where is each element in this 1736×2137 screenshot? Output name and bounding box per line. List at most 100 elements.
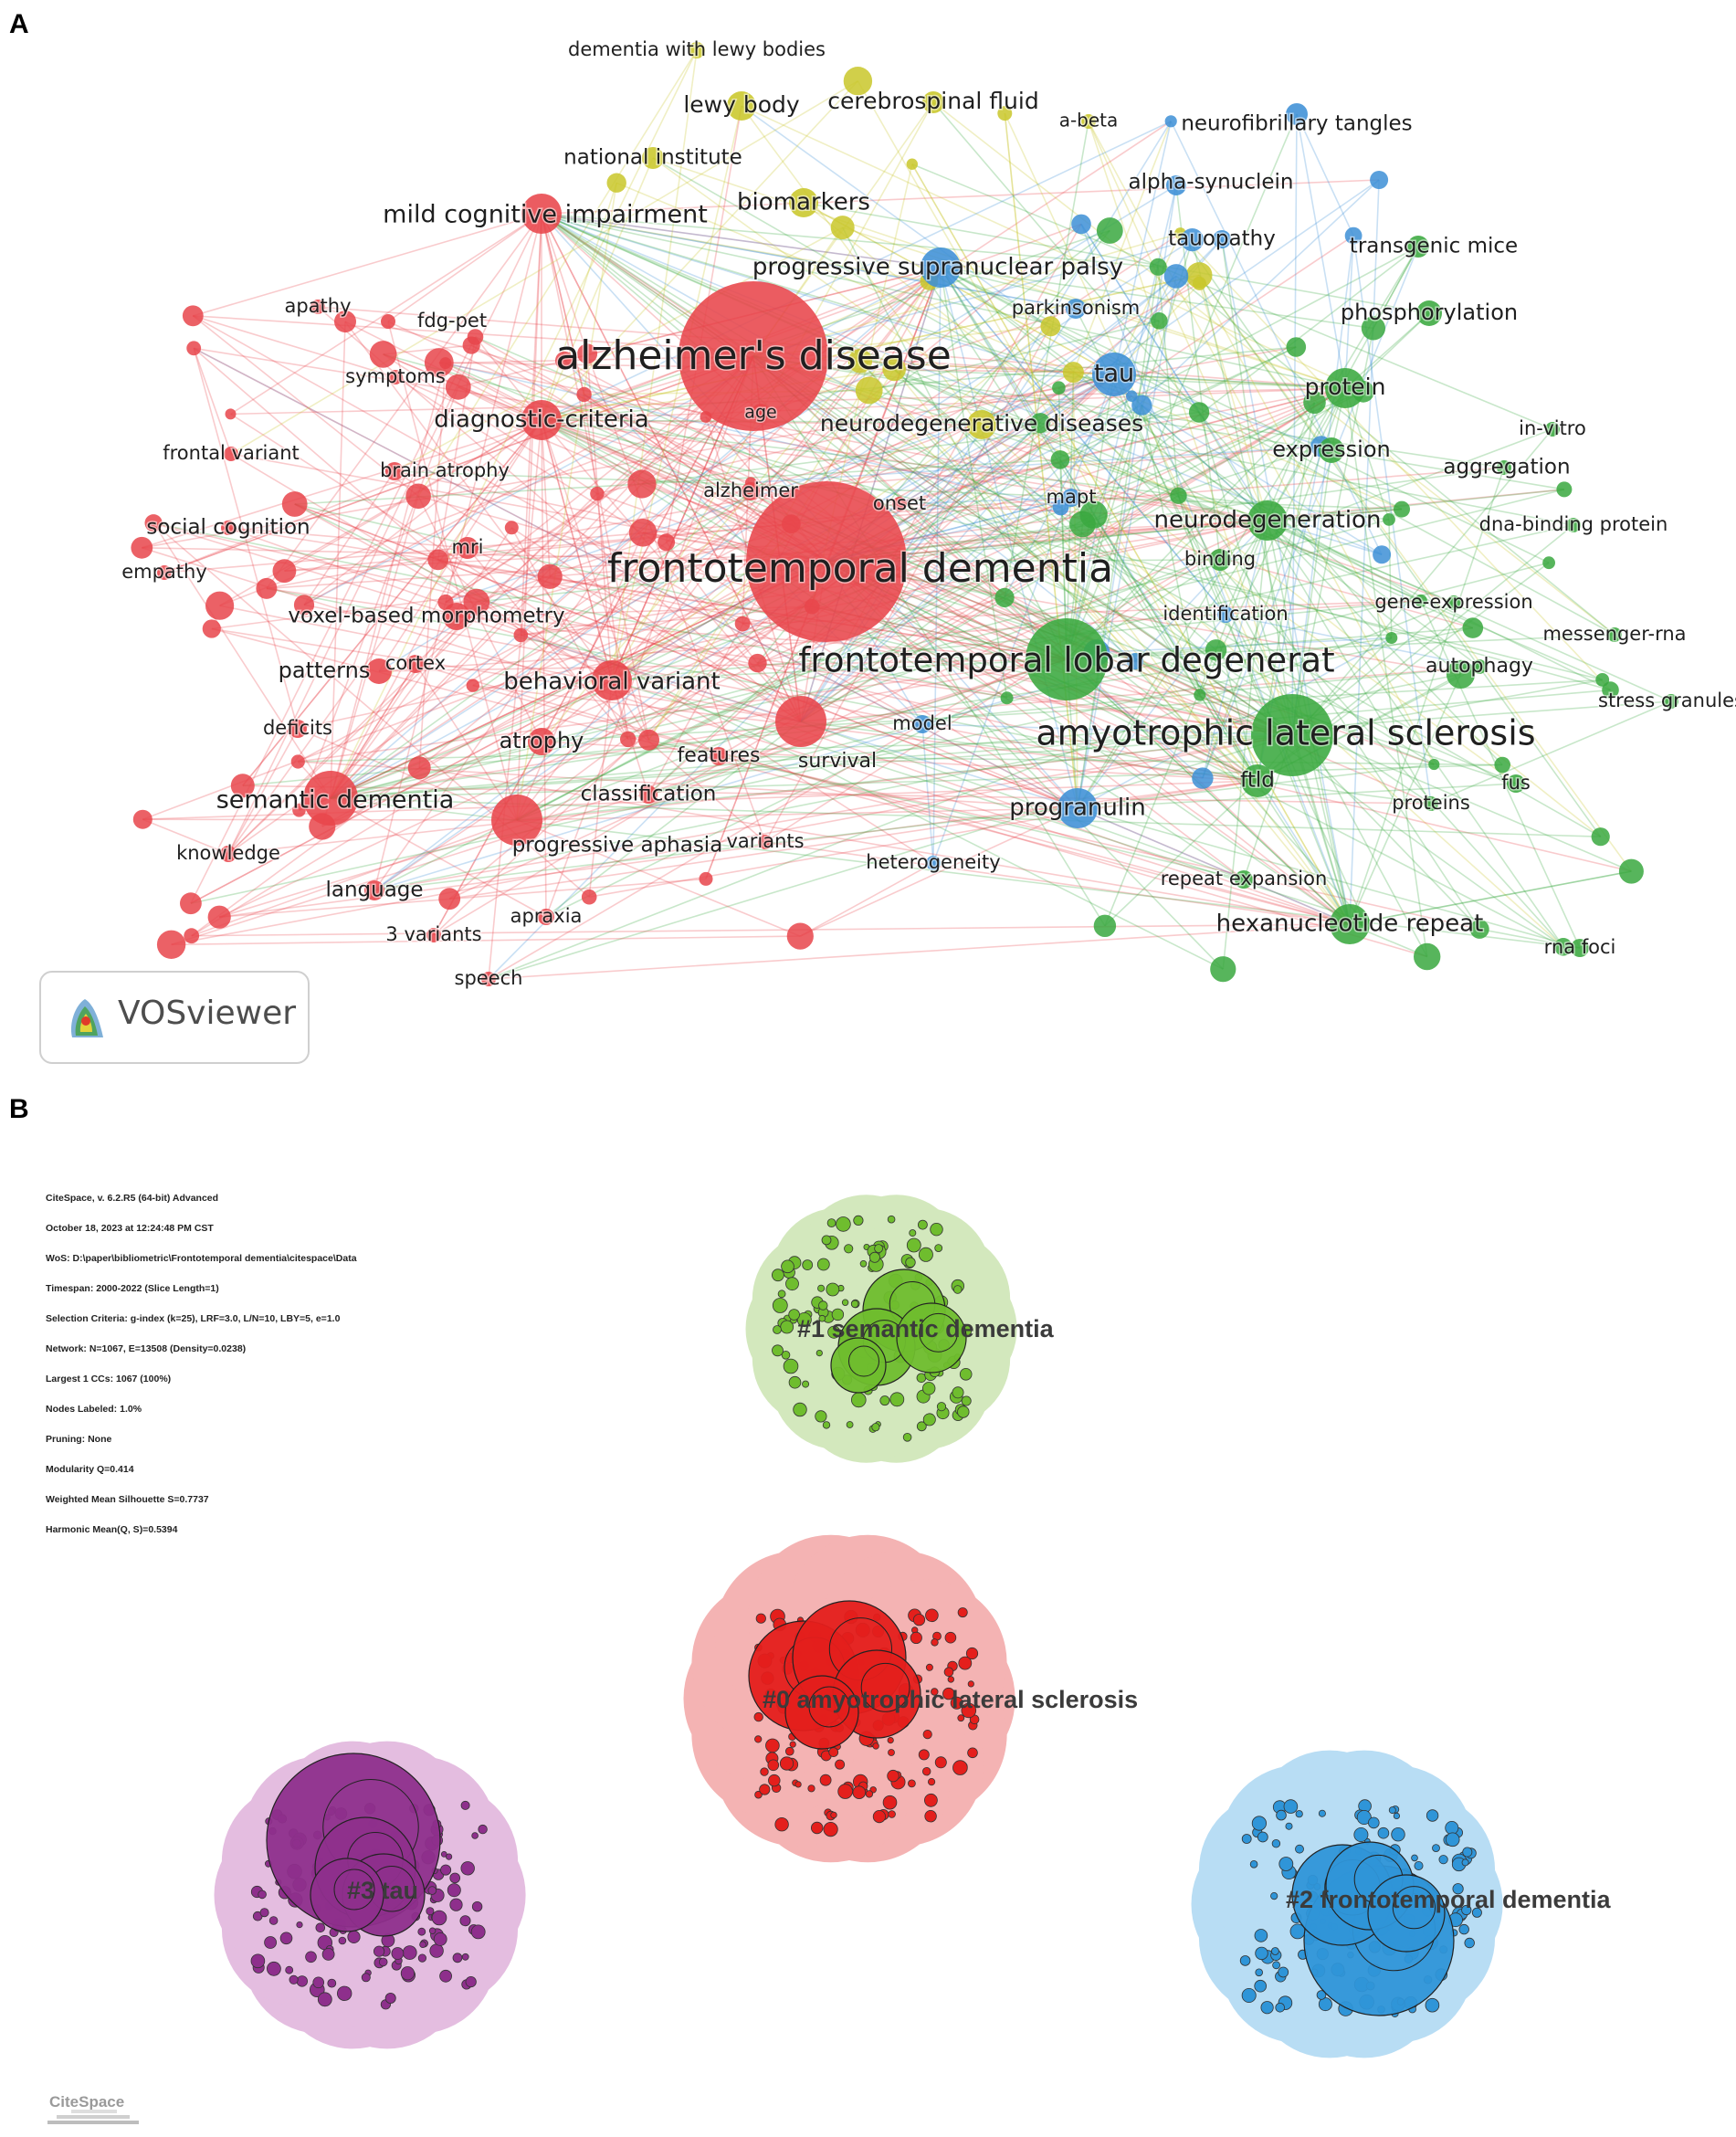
network-edge [294,503,613,681]
network-edge [940,267,1041,424]
network-edge [652,157,1422,602]
network-edge [1077,807,1581,949]
network-node-unlabeled [1554,938,1573,956]
network-edge [415,663,1427,958]
network-edge [374,355,754,891]
network-edge [859,360,1258,782]
network-edge [611,49,698,681]
network-edge [1088,121,1268,521]
network-edge [928,280,1351,925]
network-edge [615,182,1403,511]
label-model: model [892,712,952,734]
network-edge [219,878,707,918]
network-edge [387,321,1098,654]
network-edge [227,728,299,855]
network-edge [1077,614,1226,809]
network-edge [321,497,1072,827]
network-edge [940,267,1226,616]
node-onset [892,497,907,511]
network-edge [1157,267,1180,496]
cluster-node [918,1749,930,1761]
cluster-node [826,1218,836,1228]
network-edge [541,213,1474,629]
network-edge [541,213,1077,310]
cluster-node [846,1421,854,1428]
network-edge [383,344,472,355]
network-edge [219,605,802,722]
network-edge [541,346,1297,421]
network-edge [192,315,923,725]
node-heterogeneity [926,856,941,870]
vosviewer-badge: VOSviewer [39,971,310,1064]
cluster-node [449,1872,461,1884]
node-classification [639,785,658,804]
network-labels: alzheimer's disease frontotemporal dement… [121,37,1736,991]
label-symptoms: symptoms [345,365,446,387]
label-behavioral-variant: behavioral variant [503,668,720,696]
network-edge [893,368,1293,736]
network-node-unlabeled [994,587,1015,608]
network-edge [153,521,1632,872]
network-node-unlabeled [1286,337,1307,357]
network-edge [211,627,802,722]
cluster-node [887,1769,900,1783]
network-edge [330,483,643,799]
label-protein: protein [1305,374,1386,400]
cluster-node [305,1951,317,1963]
network-edge [191,819,518,937]
network-edge [227,419,542,855]
network-edge [541,213,1455,604]
info-line: Harmonic Mean(Q, S)=0.5394 [46,1524,178,1535]
node-parkinsonism [1066,299,1086,319]
network-edge [940,267,1351,925]
label-patterns: patterns [279,658,371,683]
cluster-node [428,1927,437,1934]
network-edge [1291,449,1332,736]
network-edge [541,213,942,268]
label-parkinsonism: parkinsonism [1012,297,1140,319]
network-edge [472,684,1258,782]
cluster-node [1285,1822,1293,1830]
label-a-beta: a-beta [1059,110,1119,132]
network-edge [826,561,1224,970]
network-edge [647,658,1068,795]
network-node-unlabeled [1373,545,1392,564]
network-edge [541,213,1077,310]
network-node-unlabeled [445,374,471,400]
network-edge [445,374,1115,604]
network-edge [541,419,1041,424]
cluster-node [266,1961,281,1976]
network-edge [541,419,547,918]
network-edge [1430,700,1672,805]
cluster-node [1255,1968,1263,1977]
network-edge [911,163,1553,430]
network-edge [190,626,1473,904]
cluster-node [1272,1961,1280,1970]
network-edge [227,734,1293,855]
network-edge [510,527,629,740]
network-edge [317,306,1346,389]
cluster-node [391,1947,405,1960]
network-edge [800,721,1245,880]
network-edge [378,184,1177,672]
cluster-node [785,1277,799,1291]
cluster-node [440,1864,452,1876]
network-node-unlabeled [292,804,306,817]
network-edge [193,348,299,730]
network-edge [1066,239,1194,660]
citespace-logo: CiteSpace [44,2091,144,2133]
cluster-node [868,1251,880,1263]
network-node-unlabeled [1093,914,1117,937]
network-edge [541,419,752,484]
label-tau: tau [1094,360,1134,388]
cluster-node [793,1402,807,1417]
network-edge [1291,734,1480,930]
network-edge [1066,402,1316,660]
cluster-hub-node [310,1858,384,1932]
cluster-node [828,1747,839,1757]
network-edge [153,522,331,799]
cluster-node [1388,1806,1396,1815]
network-edge [752,355,1106,927]
cluster-node [837,1784,853,1799]
cluster-node [1458,1923,1469,1935]
